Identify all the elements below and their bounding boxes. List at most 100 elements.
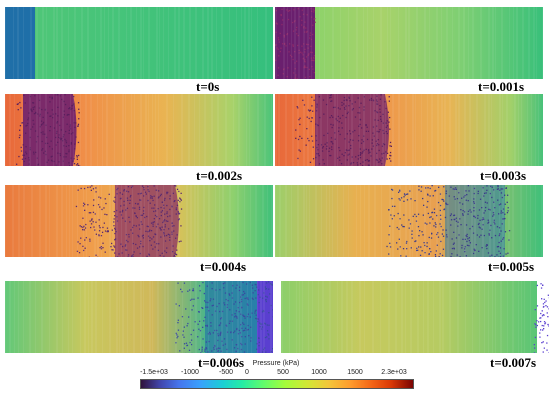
stripe — [56, 7, 58, 79]
bubble-dot — [222, 310, 224, 313]
stripe — [298, 7, 300, 79]
bubble-dot — [285, 45, 287, 47]
stripe — [340, 7, 341, 79]
bubble-dot — [46, 136, 48, 139]
bubble-dot — [78, 112, 80, 114]
bubble-dot — [491, 237, 493, 239]
bubble-dot — [301, 52, 303, 54]
bubble-dot — [453, 214, 456, 216]
bubble-dot — [299, 117, 301, 119]
stripe — [163, 7, 164, 79]
bubble-dot — [445, 202, 447, 204]
bubble-dot — [244, 292, 246, 294]
bubble-dot — [277, 48, 279, 50]
bubble-dot — [176, 188, 179, 190]
bubble-dot — [502, 237, 505, 239]
bubble-dot — [352, 162, 355, 164]
bubble-dot — [136, 217, 138, 219]
bubble-dot — [386, 125, 389, 127]
bubble-dot — [466, 244, 469, 246]
bubble-dot — [63, 156, 65, 158]
stripe — [178, 185, 180, 257]
bubble-dot — [306, 31, 308, 33]
bubble-dot — [310, 38, 313, 41]
stripe — [73, 94, 74, 166]
bubble-dot — [76, 164, 78, 166]
stripe — [148, 185, 149, 257]
bubble-dot — [304, 51, 306, 53]
stripe — [346, 281, 348, 353]
stripe — [488, 94, 490, 166]
bubble-dot — [408, 227, 410, 229]
stripe — [217, 94, 219, 166]
stripe — [363, 94, 365, 166]
bubble-dot — [208, 340, 210, 343]
bubble-dot — [496, 246, 499, 248]
bubble-dot — [368, 152, 370, 154]
bubble-dot — [139, 246, 141, 248]
bubble-dot — [312, 24, 314, 26]
bubble-dot — [247, 297, 249, 299]
stripe — [97, 185, 99, 257]
bubble-dot — [308, 110, 311, 112]
bubble-dot — [114, 246, 116, 248]
bubble-dot — [263, 292, 265, 294]
bubble-dot — [27, 122, 29, 125]
bubble-dot — [37, 164, 39, 166]
bubble-dot — [351, 156, 353, 158]
bubble-dot — [304, 31, 306, 33]
bubble-dot — [542, 306, 545, 308]
bubble-dot — [219, 289, 221, 291]
bubble-dot — [371, 142, 373, 144]
bubble-dot — [379, 108, 381, 110]
bubble-dot — [411, 237, 413, 239]
stripe — [509, 7, 510, 79]
bubble-dot — [92, 211, 95, 213]
bubble-dot — [296, 33, 298, 35]
bubble-dot — [373, 135, 375, 137]
bubble-dot — [63, 134, 65, 136]
bubble-dot — [390, 214, 392, 216]
bubble-dot — [143, 213, 145, 215]
bubble-dot — [44, 133, 46, 135]
bubble-dot — [103, 222, 105, 224]
bubble-dot — [486, 202, 488, 204]
stripe — [157, 281, 159, 353]
bubble-dot — [422, 234, 424, 236]
bubble-dot — [363, 149, 365, 151]
bubble-dot — [304, 66, 306, 68]
bubble-dot — [331, 141, 333, 143]
bubble-dot — [315, 156, 317, 159]
bubble-dot — [370, 99, 372, 101]
bubble-dot — [154, 233, 156, 235]
stripe — [433, 281, 434, 353]
stripe — [216, 7, 217, 79]
stripe — [116, 185, 118, 257]
bubble-dot — [278, 41, 280, 43]
bubble-dot — [166, 204, 168, 207]
bubble-dot — [224, 292, 227, 294]
bubble-dot — [341, 153, 343, 155]
bubble-dot — [488, 233, 490, 235]
bubble-dot — [370, 97, 372, 100]
bubble-dot — [406, 248, 408, 250]
bubble-dot — [381, 145, 384, 147]
bubble-dot — [379, 111, 381, 113]
bubble-dot — [143, 206, 145, 209]
bubble-dot — [171, 225, 174, 227]
bubble-dot — [304, 61, 306, 63]
stripe — [95, 281, 97, 353]
bubble-dot — [423, 242, 425, 244]
bubble-dot — [181, 291, 183, 293]
bubble-dot — [164, 226, 166, 228]
bubble-dot — [418, 235, 420, 237]
bubble-dot — [264, 323, 267, 325]
stripe — [45, 94, 47, 166]
bubble-dot — [541, 342, 543, 344]
bubble-dot — [238, 329, 240, 332]
stripe — [356, 185, 357, 257]
stripe — [542, 7, 543, 79]
bubble-dot — [92, 204, 95, 207]
bubble-dot — [490, 224, 492, 227]
bubble-dot — [192, 288, 194, 290]
